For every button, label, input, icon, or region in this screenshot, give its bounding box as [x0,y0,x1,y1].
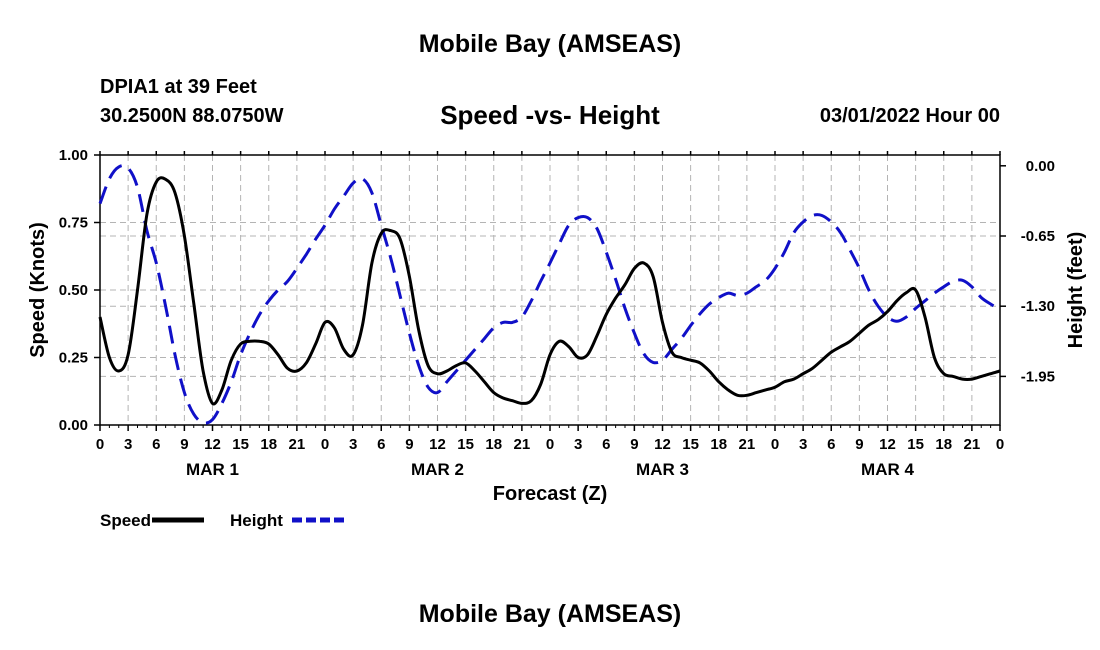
x-axis-title: Forecast (Z) [493,483,607,505]
x-tick-label: 0 [96,436,104,453]
legend-label: Speed [100,511,151,530]
y2-tick-label: -1.95 [1021,368,1055,385]
grid-lines [100,155,1000,425]
x-tick-label: 15 [232,436,249,453]
y-tick-label: 0.75 [59,215,88,232]
x-tick-label: 15 [907,436,924,453]
station-label: DPIA1 at 39 Feet [100,76,257,98]
x-tick-label: 3 [124,436,132,453]
x-tick-label: 18 [485,436,502,453]
x-tick-label: 6 [377,436,385,453]
y2-tick-label: 0.00 [1026,158,1055,175]
bottom-title: Mobile Bay (AMSEAS) [418,600,682,628]
height-series-line [98,163,1001,425]
x-tick-label: 0 [321,436,329,453]
axis-labels: 0 3 6 9 12 15 18 21 0 3 6 9 12 15 18 21 0 3 6 9 12 15 18 21 0 3 6 9… [27,147,1087,505]
x-tick-label: 12 [654,436,671,453]
x-tick-label: 21 [514,436,531,453]
x-tick-label: 0 [546,436,554,453]
x-tick-label: 18 [260,436,277,453]
x-tick-label: 3 [574,436,582,453]
legend: Speed Height [100,511,344,530]
day-label: MAR 3 [636,460,689,479]
data-series [98,163,1001,425]
x-tick-label: 15 [457,436,474,453]
legend-label: Height [230,511,283,530]
day-label: MAR 4 [861,460,914,479]
x-tick-label: 9 [180,436,188,453]
y2-axis-title: Height (feet) [1065,232,1087,349]
y2-tick-label: -1.30 [1021,298,1055,315]
x-tick-label: 0 [771,436,779,453]
x-tick-label: 3 [349,436,357,453]
x-tick-label: 18 [710,436,727,453]
y-tick-label: 0.50 [59,282,88,299]
axis-ticks [94,151,1006,431]
y-tick-label: 0.25 [59,350,88,367]
page-title: Mobile Bay (AMSEAS) [418,30,682,58]
x-tick-label: 12 [879,436,896,453]
x-tick-label: 12 [429,436,446,453]
x-tick-label: 3 [799,436,807,453]
x-tick-label: 21 [964,436,981,453]
day-label: MAR 1 [186,460,239,479]
x-tick-label: 6 [827,436,835,453]
x-tick-label: 9 [630,436,638,453]
datetime-label: 03/01/2022 Hour 00 [819,105,1000,127]
x-tick-label: 15 [682,436,699,453]
x-tick-label: 9 [405,436,413,453]
plot-title: Speed -vs- Height [440,100,660,130]
speed-series-line [98,176,1001,406]
x-tick-label: 6 [602,436,610,453]
x-tick-label: 12 [204,436,221,453]
x-tick-label: 9 [855,436,863,453]
y-tick-label: 1.00 [59,147,88,164]
x-tick-label: 18 [935,436,952,453]
y2-tick-label: -0.65 [1021,228,1055,245]
y-axis-title: Speed (Knots) [27,222,49,358]
x-tick-label: 0 [996,436,1004,453]
x-tick-label: 21 [289,436,306,453]
x-tick-label: 21 [739,436,756,453]
coordinates-label: 30.2500N 88.0750W [100,105,284,127]
day-label: MAR 2 [411,460,464,479]
x-tick-label: 6 [152,436,160,453]
y-tick-label: 0.00 [59,417,88,434]
